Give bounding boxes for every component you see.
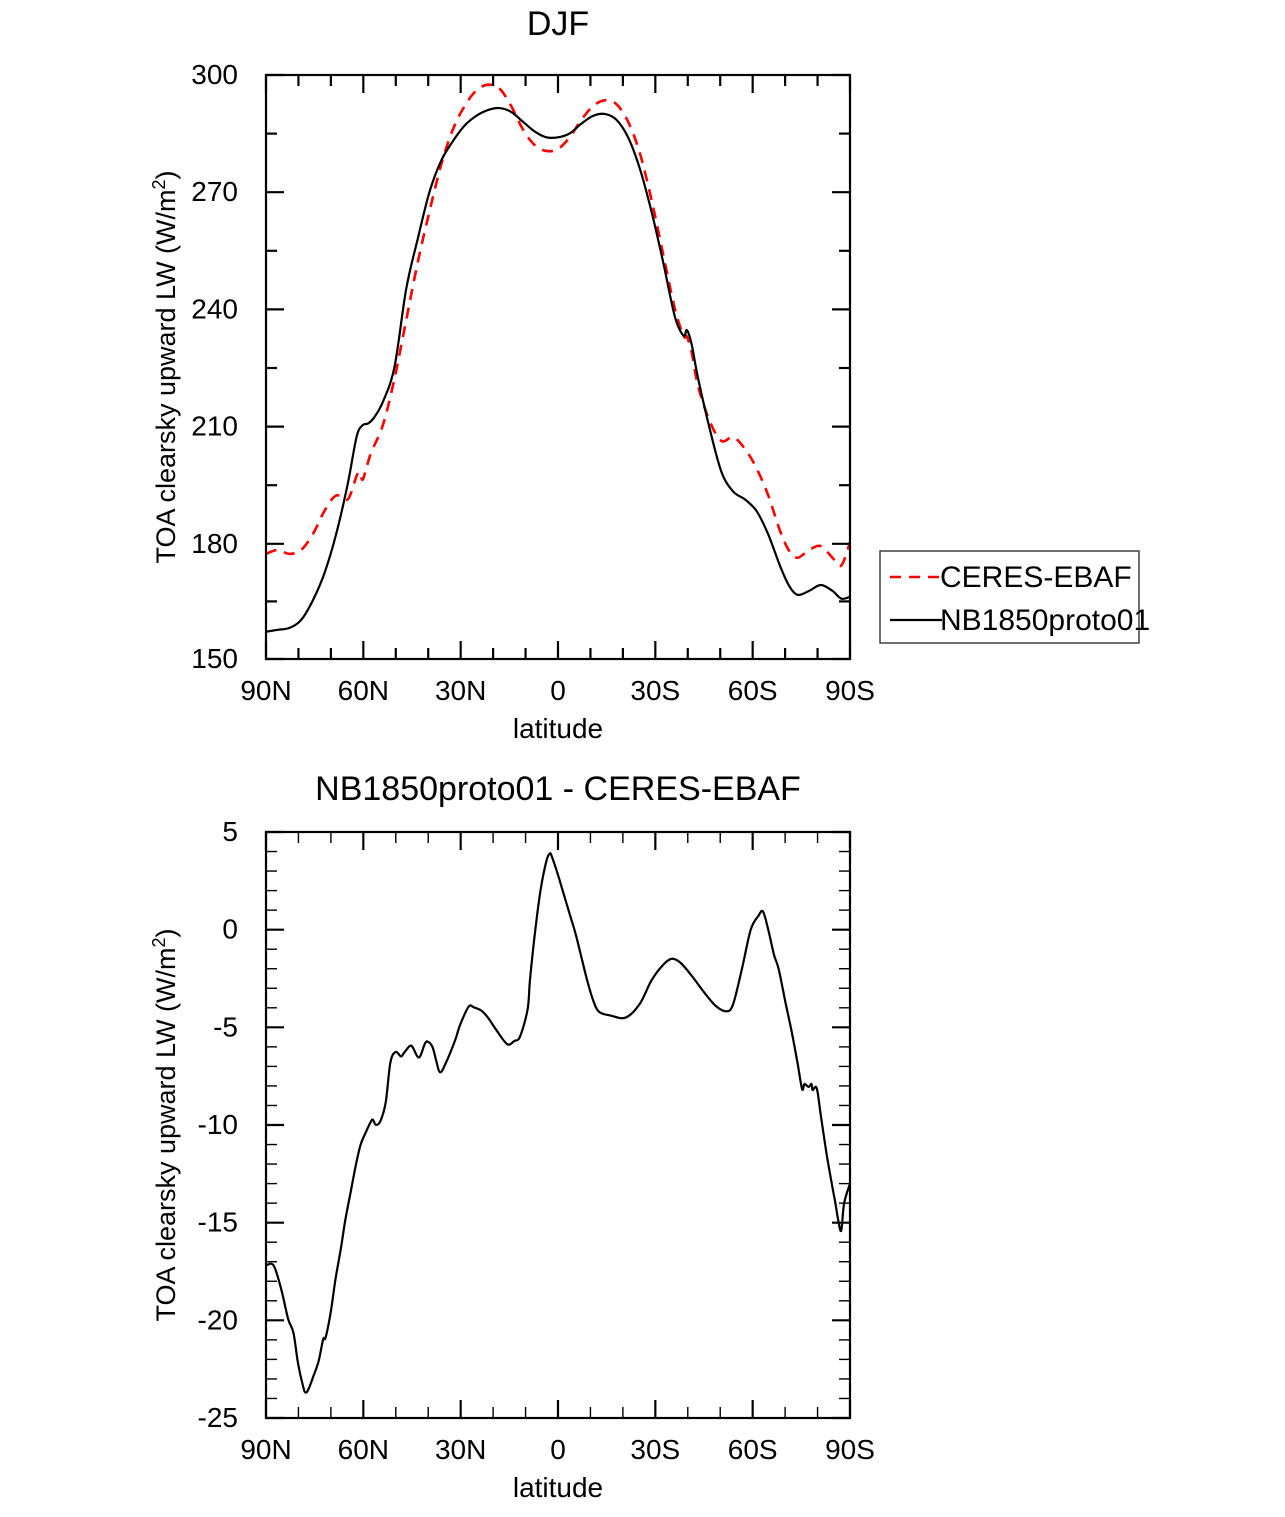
- svg-text:-5: -5: [213, 1011, 238, 1042]
- svg-text:NB1850proto01 - CERES-EBAF: NB1850proto01 - CERES-EBAF: [315, 770, 801, 808]
- svg-text:CERES-EBAF: CERES-EBAF: [940, 561, 1132, 594]
- svg-text:latitude: latitude: [513, 1472, 603, 1503]
- svg-text:60N: 60N: [338, 1434, 389, 1465]
- svg-text:90N: 90N: [240, 1434, 291, 1465]
- svg-text:-15: -15: [198, 1207, 238, 1238]
- svg-text:30S: 30S: [630, 1434, 680, 1465]
- svg-text:180: 180: [191, 528, 238, 559]
- svg-text:5: 5: [222, 816, 238, 847]
- svg-text:210: 210: [191, 411, 238, 442]
- svg-text:30N: 30N: [435, 1434, 486, 1465]
- svg-text:-10: -10: [198, 1109, 238, 1140]
- svg-text:60N: 60N: [338, 675, 389, 706]
- svg-text:60S: 60S: [728, 1434, 778, 1465]
- svg-text:90S: 90S: [825, 675, 875, 706]
- svg-text:-25: -25: [198, 1402, 238, 1433]
- svg-text:90N: 90N: [240, 675, 291, 706]
- svg-text:30N: 30N: [435, 675, 486, 706]
- svg-text:latitude: latitude: [513, 713, 603, 744]
- svg-text:90S: 90S: [825, 1434, 875, 1465]
- svg-text:30S: 30S: [630, 675, 680, 706]
- svg-text:DJF: DJF: [527, 5, 589, 43]
- svg-text:150: 150: [191, 643, 238, 674]
- svg-text:NB1850proto01: NB1850proto01: [940, 604, 1150, 637]
- svg-text:TOA clearsky upward LW (W/m2): TOA clearsky upward LW (W/m2): [149, 928, 181, 1321]
- svg-text:270: 270: [191, 176, 238, 207]
- svg-text:0: 0: [550, 1434, 566, 1465]
- svg-text:300: 300: [191, 59, 238, 90]
- svg-text:240: 240: [191, 293, 238, 324]
- svg-text:0: 0: [550, 675, 566, 706]
- svg-text:-20: -20: [198, 1304, 238, 1335]
- svg-text:TOA clearsky upward LW (W/m2): TOA clearsky upward LW (W/m2): [149, 170, 181, 563]
- svg-text:0: 0: [222, 914, 238, 945]
- svg-text:60S: 60S: [728, 675, 778, 706]
